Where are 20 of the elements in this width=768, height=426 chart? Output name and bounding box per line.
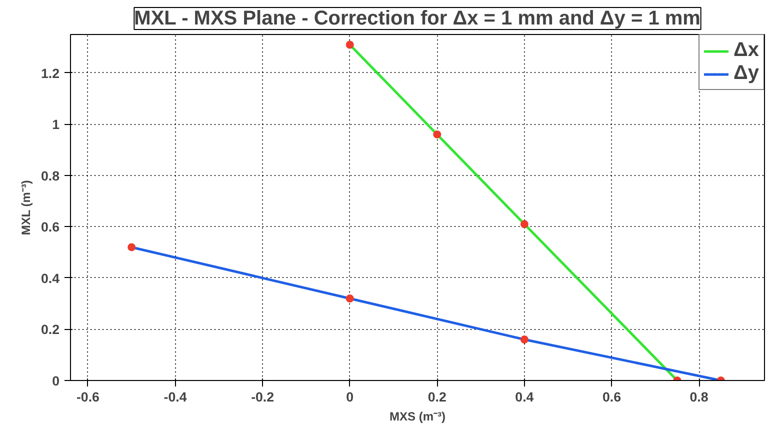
x-tick-label: 0 <box>346 390 354 404</box>
y-axis-title: MXL (m⁻³) <box>18 180 33 236</box>
x-tick-label: -0.2 <box>251 390 274 404</box>
y-tick-label: 1 <box>52 117 60 132</box>
y-tick-label: 0.6 <box>40 220 60 235</box>
y-tick-label: 0.2 <box>40 322 60 338</box>
x-axis-title: MXS (m⁻³) <box>390 410 446 424</box>
x-tick-label: 0.2 <box>428 390 446 404</box>
legend-label: Δx <box>734 39 759 62</box>
y-tick-label: 0.4 <box>40 270 60 286</box>
y-tick-label: 0 <box>52 374 60 388</box>
x-tick-label: -0.6 <box>76 390 100 404</box>
legend-label: Δy <box>734 62 759 85</box>
x-tick-label: -0.4 <box>164 390 188 404</box>
chart-title: MXL - MXS Plane - Correction for Δx = 1 mm and Δy = 1 mm <box>134 8 700 30</box>
x-tick-label: 0.8 <box>690 390 708 404</box>
x-tick-label: 0.6 <box>602 390 621 404</box>
y-tick-label: 1.2 <box>40 66 60 81</box>
x-tick-label: 0.4 <box>515 390 534 404</box>
y-tick-label: 0.8 <box>40 168 60 184</box>
